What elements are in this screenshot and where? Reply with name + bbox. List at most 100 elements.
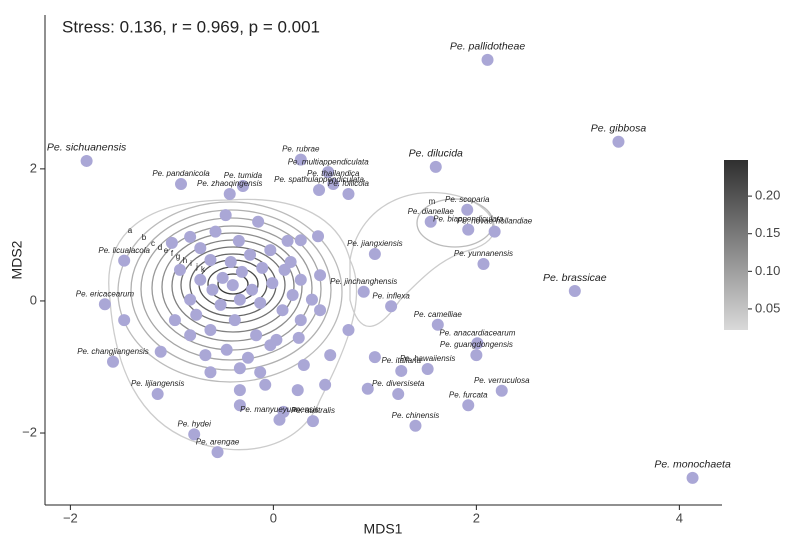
point xyxy=(168,314,181,327)
point xyxy=(431,318,444,331)
point-label: Pe. novae-hollandiae xyxy=(457,217,533,226)
point-label: Pe. scoparia xyxy=(445,195,490,204)
point xyxy=(292,331,305,344)
point xyxy=(361,382,374,395)
point xyxy=(342,187,355,200)
point xyxy=(471,337,484,350)
point xyxy=(568,285,581,298)
point xyxy=(314,269,327,282)
point-label: Pe. arengae xyxy=(196,437,240,446)
point xyxy=(281,234,294,247)
point-label: Pe. rubrae xyxy=(282,145,320,154)
point xyxy=(204,254,217,266)
contour-label: k xyxy=(201,265,206,274)
point xyxy=(395,364,408,377)
point-label: Pe. chinensis xyxy=(392,411,440,420)
point-label: Pe. guangdongensis xyxy=(440,340,513,349)
point xyxy=(220,343,233,356)
point xyxy=(277,405,290,418)
point xyxy=(232,234,245,247)
point xyxy=(314,304,327,317)
y-tick-label: −2 xyxy=(22,424,37,439)
point xyxy=(392,388,405,401)
point xyxy=(254,366,267,379)
point xyxy=(294,234,307,247)
point xyxy=(154,345,167,358)
point-label: Pe. anacardiacearum xyxy=(439,328,515,337)
point xyxy=(254,296,267,309)
point-label: Pe. biappendiculata xyxy=(433,215,504,224)
point xyxy=(461,203,474,216)
point-label: Pe. hydei xyxy=(178,419,212,428)
point xyxy=(214,298,227,311)
colorbar xyxy=(724,160,748,330)
colorbar-tick-label: 0.05 xyxy=(755,300,780,315)
point xyxy=(190,308,203,321)
point-label: Pe. changjiangensis xyxy=(77,347,149,356)
point xyxy=(357,285,370,298)
point xyxy=(233,293,246,306)
point-label: Pe. verruculosa xyxy=(474,376,530,385)
point xyxy=(194,242,207,255)
point-label: Pe. furcata xyxy=(449,390,488,399)
point-label: Pe. brassicae xyxy=(543,272,607,284)
point xyxy=(305,293,318,306)
point-label: Pe. jiangxiensis xyxy=(347,239,403,248)
point xyxy=(294,273,307,286)
point-label: Pe. dianellae xyxy=(408,207,455,216)
point-label: Pe. sichuanensis xyxy=(47,142,127,154)
point xyxy=(470,349,483,362)
point xyxy=(342,324,355,336)
point-label: Pe. multiappendiculata xyxy=(288,157,369,166)
point xyxy=(216,271,229,284)
point xyxy=(462,223,475,236)
point xyxy=(477,257,490,270)
y-axis-title: MDS2 xyxy=(9,240,25,279)
point xyxy=(244,248,257,261)
point xyxy=(686,471,699,484)
point xyxy=(276,304,289,317)
point xyxy=(278,263,291,276)
x-tick-label: 2 xyxy=(473,510,480,525)
point-label: Pe. camelliae xyxy=(414,310,463,319)
point-label: Pe. gibbosa xyxy=(591,123,647,135)
point xyxy=(252,215,265,228)
point-label: Pe. follicola xyxy=(328,179,369,188)
point xyxy=(264,339,277,352)
contour-label: f xyxy=(171,249,174,258)
point xyxy=(228,314,241,327)
point xyxy=(294,314,307,327)
point xyxy=(421,362,434,375)
point xyxy=(199,349,212,362)
point xyxy=(226,279,239,292)
point xyxy=(324,349,337,362)
point xyxy=(184,329,197,342)
contour-label: b xyxy=(142,233,147,242)
point-label: Pe. italiana xyxy=(381,356,421,365)
point xyxy=(481,53,494,66)
x-tick-label: −2 xyxy=(63,510,78,525)
point xyxy=(424,215,437,228)
contour-label: i xyxy=(190,259,192,268)
point xyxy=(175,178,188,191)
point xyxy=(297,359,310,371)
point-label: Pe. spathulappendiculata xyxy=(274,175,364,184)
point-label: Pe. lijiangensis xyxy=(131,379,184,388)
point xyxy=(98,298,111,311)
colorbar-tick-label: 0.15 xyxy=(755,225,780,240)
x-tick-label: 4 xyxy=(676,510,683,525)
point-label: Pe. inflexa xyxy=(372,291,410,300)
point xyxy=(291,384,304,397)
point xyxy=(151,388,164,401)
point xyxy=(173,263,186,276)
point xyxy=(385,300,398,313)
point xyxy=(368,351,381,364)
point xyxy=(204,324,217,336)
point xyxy=(259,378,272,391)
colorbar-tick-label: 0.20 xyxy=(755,188,780,203)
point xyxy=(488,225,501,238)
point-label: Pe. ericacearum xyxy=(76,289,135,298)
point xyxy=(233,399,246,412)
contour-label: a xyxy=(128,226,133,235)
